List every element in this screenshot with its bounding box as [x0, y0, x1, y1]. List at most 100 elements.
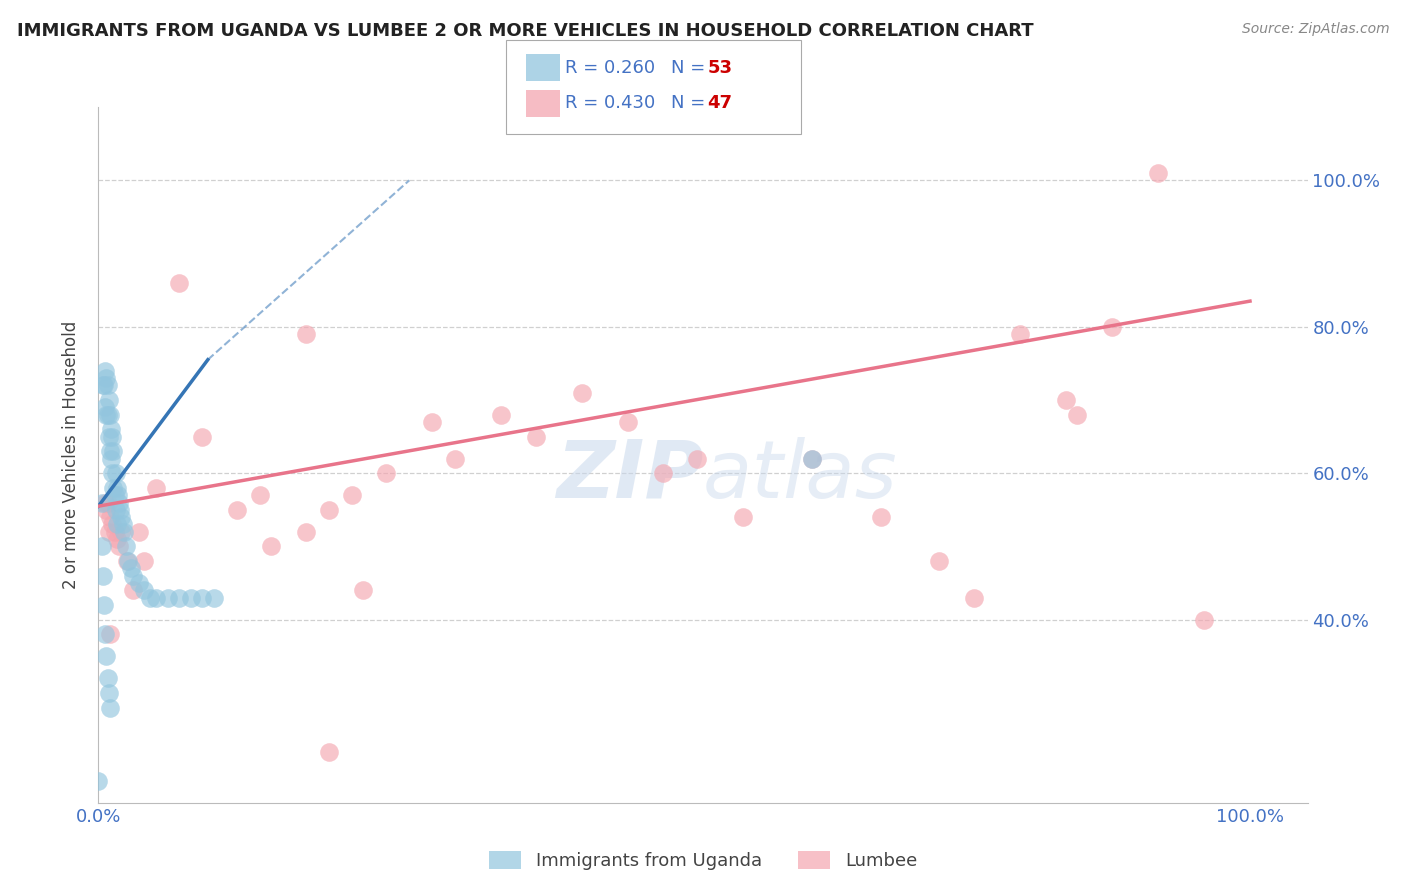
- Point: [571, 385, 593, 400]
- Text: N =: N =: [671, 95, 710, 112]
- Point: [97, 495, 120, 509]
- Point: [94, 364, 117, 378]
- Point: [294, 524, 316, 539]
- Point: [98, 510, 121, 524]
- Point: [524, 429, 547, 443]
- Point: [97, 378, 120, 392]
- Point: [733, 510, 755, 524]
- Point: [962, 591, 984, 605]
- Point: [105, 481, 128, 495]
- Point: [98, 627, 121, 641]
- Point: [96, 408, 118, 422]
- Point: [101, 517, 124, 532]
- Point: [1066, 408, 1088, 422]
- Point: [249, 488, 271, 502]
- Point: [94, 401, 117, 415]
- Point: [101, 467, 124, 481]
- Point: [318, 503, 340, 517]
- Point: [444, 451, 467, 466]
- Point: [134, 583, 156, 598]
- Text: IMMIGRANTS FROM UGANDA VS LUMBEE 2 OR MORE VEHICLES IN HOUSEHOLD CORRELATION CHA: IMMIGRANTS FROM UGANDA VS LUMBEE 2 OR MO…: [17, 22, 1033, 40]
- Point: [1192, 613, 1215, 627]
- Point: [87, 773, 110, 788]
- Point: [145, 481, 167, 495]
- Point: [97, 686, 120, 700]
- Point: [167, 276, 190, 290]
- Point: [340, 488, 363, 502]
- Y-axis label: 2 or more Vehicles in Household: 2 or more Vehicles in Household: [62, 321, 80, 589]
- Point: [870, 510, 893, 524]
- Point: [93, 378, 115, 392]
- Point: [651, 467, 673, 481]
- Point: [97, 671, 120, 685]
- Point: [104, 467, 127, 481]
- Point: [94, 495, 117, 509]
- Point: [120, 561, 142, 575]
- Point: [107, 488, 129, 502]
- Text: ZIP: ZIP: [555, 437, 703, 515]
- Point: [93, 598, 115, 612]
- Point: [103, 444, 125, 458]
- Point: [294, 327, 316, 342]
- Point: [105, 517, 128, 532]
- Point: [97, 408, 120, 422]
- Text: N =: N =: [671, 59, 710, 77]
- Point: [105, 532, 128, 546]
- Point: [108, 540, 131, 554]
- Point: [928, 554, 950, 568]
- Text: Source: ZipAtlas.com: Source: ZipAtlas.com: [1241, 22, 1389, 37]
- Point: [98, 444, 121, 458]
- Point: [115, 554, 138, 568]
- Point: [180, 591, 202, 605]
- Point: [104, 503, 127, 517]
- Point: [110, 524, 132, 539]
- Point: [100, 422, 122, 436]
- Text: atlas: atlas: [703, 437, 898, 515]
- Point: [103, 488, 125, 502]
- Point: [491, 408, 513, 422]
- Point: [110, 510, 132, 524]
- Point: [97, 392, 120, 407]
- Point: [103, 481, 125, 495]
- Point: [1101, 319, 1123, 334]
- Point: [191, 591, 214, 605]
- Point: [94, 627, 117, 641]
- Legend: Immigrants from Uganda, Lumbee: Immigrants from Uganda, Lumbee: [489, 851, 917, 871]
- Point: [128, 576, 150, 591]
- Point: [91, 378, 114, 392]
- Point: [98, 700, 121, 714]
- Point: [1008, 327, 1031, 342]
- Point: [115, 540, 138, 554]
- Point: [145, 591, 167, 605]
- Point: [156, 591, 179, 605]
- Point: [117, 554, 139, 568]
- Point: [122, 583, 145, 598]
- Point: [101, 429, 124, 443]
- Text: 47: 47: [707, 95, 733, 112]
- Point: [103, 524, 125, 539]
- Point: [96, 503, 118, 517]
- Point: [108, 495, 131, 509]
- Text: R = 0.260: R = 0.260: [565, 59, 655, 77]
- Point: [97, 429, 120, 443]
- Point: [801, 451, 824, 466]
- Point: [122, 568, 145, 582]
- Point: [260, 540, 283, 554]
- Point: [167, 591, 190, 605]
- Text: R = 0.430: R = 0.430: [565, 95, 655, 112]
- Point: [191, 429, 214, 443]
- Point: [100, 451, 122, 466]
- Point: [98, 408, 121, 422]
- Point: [91, 568, 114, 582]
- Point: [90, 540, 112, 554]
- Point: [96, 649, 118, 664]
- Point: [375, 467, 398, 481]
- Point: [111, 517, 134, 532]
- Point: [686, 451, 709, 466]
- Point: [352, 583, 374, 598]
- Point: [139, 591, 162, 605]
- Text: 53: 53: [707, 59, 733, 77]
- Point: [617, 415, 640, 429]
- Point: [90, 495, 112, 509]
- Point: [318, 745, 340, 759]
